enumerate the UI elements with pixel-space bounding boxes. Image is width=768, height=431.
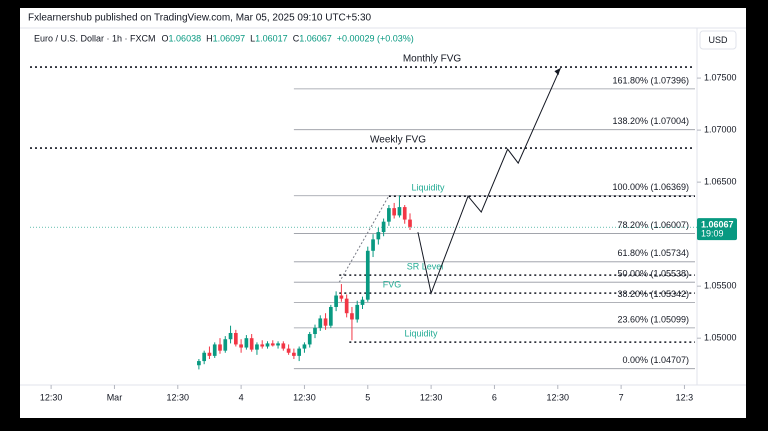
x-tick-label: 12:30 — [40, 392, 63, 402]
fib-label: 78.20% (1.06007) — [617, 220, 689, 230]
candle-body — [408, 219, 412, 227]
fib-label: 61.80% (1.05734) — [617, 248, 689, 258]
legend-value: 1.06017 — [255, 33, 288, 43]
candle-body — [339, 295, 344, 299]
candle-body — [307, 334, 312, 345]
candle-body — [328, 306, 333, 326]
legend-change: +0.00029 (+0.03%) — [337, 33, 414, 43]
candle-body — [286, 348, 291, 353]
candle-body — [381, 221, 386, 233]
symbol-name: Euro / U.S. Dollar · 1h · FXCM — [34, 33, 156, 43]
last-price-label: 1.06067 — [701, 220, 734, 230]
candle-body — [270, 343, 275, 346]
header-text: Fxlearnershub published on TradingView.c… — [28, 13, 372, 24]
fib-label: 38.20% (1.05342) — [617, 289, 689, 299]
annotation-label: Liquidity — [411, 183, 445, 193]
x-tick-label: 4 — [239, 392, 244, 402]
x-tick-label: 12:30 — [293, 392, 316, 402]
candle-body — [255, 344, 259, 350]
candle-body — [318, 318, 323, 328]
candle-body — [218, 344, 222, 351]
candle-body — [350, 313, 354, 320]
candle-body — [281, 343, 286, 349]
fib-label: 161.80% (1.07396) — [612, 75, 689, 85]
legend-value: 1.06038 — [169, 33, 202, 43]
x-tick-label: 5 — [365, 392, 370, 402]
x-tick-label: 7 — [619, 392, 624, 402]
candle-body — [344, 298, 349, 314]
currency-button[interactable] — [699, 30, 737, 50]
y-tick-label: 1.05000 — [704, 333, 737, 343]
candle-body — [223, 339, 228, 351]
legend-key: H — [206, 33, 213, 43]
candle-body — [202, 352, 207, 362]
candle-body — [397, 207, 402, 216]
candle-body — [212, 344, 217, 356]
legend-value: 1.06097 — [213, 33, 246, 43]
candle-body — [402, 207, 407, 220]
x-tick-label: 12:30 — [167, 392, 190, 402]
candle-body — [244, 338, 249, 348]
currency-label[interactable]: USD — [708, 35, 728, 45]
fib-label: 50.00% (1.05538) — [617, 269, 689, 279]
candle-body — [313, 327, 317, 335]
y-tick-label: 1.07500 — [704, 72, 737, 82]
candle-body — [360, 299, 365, 305]
y-tick-label: 1.07000 — [704, 124, 737, 134]
candle-body — [376, 232, 381, 240]
candle-body — [197, 361, 201, 366]
candle-body — [276, 343, 280, 346]
last-price-tag — [697, 218, 737, 241]
candle-body — [387, 208, 391, 222]
legend-key: O — [162, 33, 169, 43]
legend-value: 1.06067 — [299, 33, 332, 43]
x-tick-label: 12:3 — [676, 392, 694, 402]
x-tick-label: 12:30 — [420, 392, 443, 402]
x-tick-label: 6 — [492, 392, 497, 402]
fib-label: 0.00% (1.04707) — [622, 355, 689, 365]
candle-body — [228, 332, 233, 340]
candle-body — [323, 318, 328, 326]
candle-body — [260, 344, 265, 347]
candle-body — [297, 348, 302, 356]
candle-body — [392, 208, 397, 216]
annotation-label: Weekly FVG — [370, 135, 426, 146]
candle-body — [371, 239, 375, 251]
candle-body — [292, 352, 296, 356]
countdown-label: 19:09 — [701, 229, 724, 239]
x-tick-label: Mar — [107, 392, 123, 402]
candle-body — [249, 338, 254, 350]
annotation-label: FVG — [383, 280, 402, 290]
candle-body — [365, 250, 370, 300]
candle-body — [334, 295, 338, 307]
candle-body — [355, 304, 360, 320]
x-tick-label: 12:30 — [547, 392, 570, 402]
fib-label: 138.20% (1.07004) — [612, 116, 689, 126]
projection-path — [417, 67, 561, 295]
candle-body — [233, 332, 238, 345]
legend-key: C — [293, 33, 300, 43]
candle-body — [207, 352, 212, 356]
y-tick-label: 1.05500 — [704, 281, 737, 291]
candle-body — [265, 343, 270, 347]
fib-label: 23.60% (1.05099) — [617, 314, 689, 324]
candle-body — [239, 344, 243, 348]
fib-label: 100.00% (1.06369) — [612, 182, 689, 192]
chart-background — [20, 8, 746, 418]
y-tick-label: 1.06500 — [704, 177, 737, 187]
legend-key: L — [250, 33, 255, 43]
fib-trendline — [338, 195, 390, 283]
annotation-label: Liquidity — [404, 329, 438, 339]
candle-body — [302, 344, 307, 349]
projection-arrowhead — [554, 68, 561, 76]
annotation-label: Monthly FVG — [403, 54, 462, 65]
